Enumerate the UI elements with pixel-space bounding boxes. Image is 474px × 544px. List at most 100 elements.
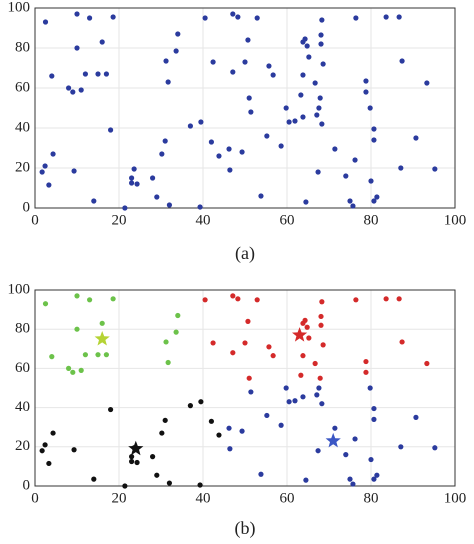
point: [298, 372, 304, 378]
point: [46, 182, 52, 188]
point: [270, 72, 276, 78]
point: [66, 85, 72, 91]
point: [248, 109, 254, 115]
y-tick-label: 20: [15, 438, 30, 454]
point: [150, 175, 156, 181]
point: [165, 359, 171, 366]
x-tick-label: 80: [364, 212, 379, 228]
point: [315, 448, 321, 454]
point: [230, 69, 236, 75]
point: [216, 432, 222, 438]
y-tick-label: 20: [15, 159, 30, 175]
point: [302, 36, 308, 42]
point: [352, 157, 358, 163]
point: [187, 123, 193, 129]
point: [49, 354, 55, 360]
point: [298, 92, 304, 98]
point: [368, 178, 374, 184]
point: [91, 476, 97, 482]
point: [303, 199, 309, 205]
point: [319, 401, 325, 407]
point: [367, 105, 373, 111]
point: [258, 193, 264, 199]
centroid-star: [292, 327, 308, 342]
point: [166, 202, 172, 208]
point: [286, 399, 292, 405]
x-tick-label: 20: [112, 212, 127, 228]
point: [413, 135, 419, 141]
point: [432, 445, 438, 451]
point: [245, 318, 251, 324]
point: [108, 127, 114, 133]
point: [283, 105, 289, 111]
point: [353, 297, 359, 303]
point: [129, 180, 135, 186]
point: [306, 335, 312, 341]
point: [49, 73, 55, 79]
point: [42, 442, 48, 448]
point: [363, 89, 369, 95]
point: [347, 476, 353, 482]
point: [129, 454, 135, 460]
point: [230, 350, 236, 356]
point: [319, 17, 325, 23]
point: [210, 59, 216, 65]
point: [110, 14, 116, 20]
point: [332, 425, 338, 431]
point: [42, 301, 49, 307]
point: [318, 313, 324, 320]
point: [383, 296, 389, 302]
point: [129, 175, 135, 181]
point: [246, 375, 252, 381]
point: [353, 15, 359, 21]
point: [371, 416, 377, 422]
x-tick-label: 60: [280, 490, 295, 506]
point: [320, 61, 326, 67]
point: [42, 163, 48, 169]
point: [363, 369, 369, 375]
point: [208, 139, 214, 145]
y-tick-label: 60: [15, 360, 30, 376]
point: [396, 14, 402, 20]
point: [396, 296, 402, 302]
point: [71, 168, 77, 174]
point: [399, 58, 405, 64]
point: [74, 293, 80, 299]
point: [187, 403, 193, 409]
point: [254, 297, 260, 303]
x-tick-label: 100: [444, 490, 467, 506]
point: [278, 422, 284, 428]
point: [110, 296, 116, 302]
point: [198, 119, 204, 125]
point: [264, 412, 270, 419]
point: [283, 385, 289, 391]
point: [245, 37, 251, 43]
point: [371, 476, 377, 482]
point: [227, 167, 233, 173]
point: [363, 78, 369, 84]
point: [226, 425, 232, 431]
point: [226, 146, 232, 152]
point: [352, 436, 358, 442]
point: [316, 385, 322, 391]
y-tick-label: 80: [15, 321, 30, 337]
point: [292, 398, 298, 404]
point: [242, 59, 248, 65]
point: [99, 320, 105, 326]
point: [371, 137, 377, 143]
caption: (b): [235, 518, 256, 539]
point: [74, 45, 80, 51]
point: [39, 448, 45, 454]
point: [70, 369, 76, 375]
point: [242, 340, 248, 346]
point: [208, 418, 214, 424]
point: [383, 14, 389, 20]
point: [162, 138, 168, 144]
point: [350, 481, 356, 487]
y-tick-label: 40: [15, 399, 30, 415]
point: [103, 71, 109, 77]
point: [202, 15, 208, 21]
point: [292, 118, 298, 124]
point: [78, 87, 84, 93]
